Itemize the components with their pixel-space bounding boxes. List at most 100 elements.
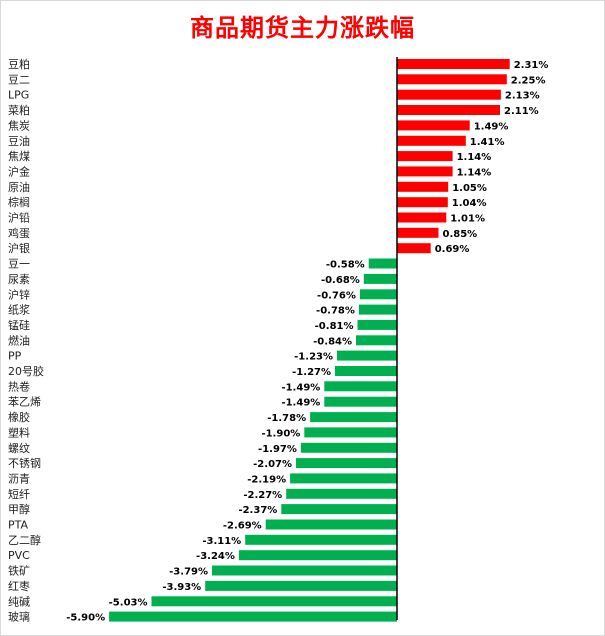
value-label: -0.76% <box>317 290 356 301</box>
bar <box>397 243 431 254</box>
bar <box>212 565 397 576</box>
value-label: 1.14% <box>457 167 492 178</box>
category-label: PTA <box>8 519 28 532</box>
category-label: 沪银 <box>8 241 30 255</box>
category-label: 豆一 <box>8 258 30 271</box>
category-label: 燃油 <box>8 333 30 347</box>
value-label: -1.97% <box>258 444 297 455</box>
category-label: 热卷 <box>8 379 30 393</box>
category-label: 焦煤 <box>8 150 30 163</box>
category-label: 不锈钢 <box>8 457 41 470</box>
category-label: 焦炭 <box>8 119 30 132</box>
bar <box>356 335 397 346</box>
bar <box>397 151 453 162</box>
category-label: PP <box>8 350 22 363</box>
category-label: 橡胶 <box>8 410 30 424</box>
bar <box>286 488 397 499</box>
bar <box>337 350 397 361</box>
value-label: -3.93% <box>162 582 201 593</box>
bar <box>368 258 397 269</box>
category-label: 沪铅 <box>8 211 30 225</box>
bar <box>358 304 397 315</box>
bar <box>290 473 397 484</box>
category-label: 豆二 <box>8 73 30 86</box>
bar <box>359 289 397 300</box>
value-label: -5.03% <box>109 597 148 608</box>
category-label: 红枣 <box>8 580 30 593</box>
value-label: -1.49% <box>281 398 320 409</box>
value-label: -5.90% <box>66 613 105 624</box>
category-label: 玻璃 <box>8 610 30 624</box>
value-label: -2.07% <box>253 459 292 470</box>
bar <box>151 596 397 607</box>
bar <box>324 381 397 392</box>
category-label: 菜粕 <box>8 103 30 117</box>
bar <box>205 580 397 591</box>
category-label: 乙二醇 <box>8 533 41 547</box>
bar <box>300 442 397 453</box>
category-label: 苯乙烯 <box>8 395 41 409</box>
value-label: -2.19% <box>247 474 286 485</box>
value-label: 1.41% <box>470 137 505 148</box>
value-label: -0.78% <box>316 306 355 317</box>
value-label: 0.69% <box>435 244 470 255</box>
bar <box>296 458 397 469</box>
category-label: 鸡蛋 <box>8 226 30 240</box>
category-label: 原油 <box>8 180 30 194</box>
value-label: -0.58% <box>326 260 365 271</box>
category-label: 沥青 <box>8 472 30 485</box>
value-label: -3.79% <box>169 567 208 578</box>
bar <box>357 319 397 330</box>
bar <box>109 611 397 622</box>
bar <box>397 181 449 192</box>
bar <box>397 74 507 85</box>
bar <box>265 519 397 530</box>
bar <box>397 89 501 100</box>
bar <box>363 273 397 284</box>
category-label: 20号胶 <box>8 364 44 378</box>
bar <box>281 504 397 515</box>
bar <box>397 105 500 115</box>
value-label: 1.14% <box>457 152 492 163</box>
category-label: 甲醇 <box>8 502 30 516</box>
value-label: 1.05% <box>452 183 487 194</box>
value-label: -2.69% <box>223 521 262 532</box>
value-label: -0.68% <box>321 275 360 286</box>
value-label: 2.11% <box>504 106 539 117</box>
category-label: 螺纹 <box>8 441 30 455</box>
value-label: -3.11% <box>202 536 241 547</box>
value-label: 1.49% <box>474 121 509 132</box>
bar <box>310 412 397 423</box>
category-label: 纯碱 <box>8 595 30 608</box>
category-label: 豆油 <box>8 134 30 148</box>
value-label: 1.04% <box>452 198 487 209</box>
category-label: PVC <box>8 549 30 562</box>
value-label: -1.78% <box>267 413 306 424</box>
category-label: 尿素 <box>8 273 30 286</box>
category-label: 锰硅 <box>8 318 30 332</box>
category-label: 纸浆 <box>8 303 30 317</box>
value-label: -1.23% <box>294 352 333 363</box>
bar <box>245 534 397 545</box>
bar <box>397 166 453 177</box>
value-label: -2.37% <box>238 505 277 516</box>
value-label: -1.27% <box>292 367 331 378</box>
value-label: 1.01% <box>450 214 485 225</box>
category-label: 豆粕 <box>8 57 30 71</box>
value-label: 2.31% <box>514 60 549 71</box>
category-label: 棕榈 <box>8 195 30 209</box>
bar <box>397 59 510 69</box>
bar <box>397 197 448 208</box>
value-label: -3.24% <box>196 551 235 562</box>
bar <box>397 120 470 131</box>
chart-title: 商品期货主力涨跌幅 <box>190 13 415 42</box>
category-label: 沪锌 <box>8 287 30 301</box>
category-label: 短纤 <box>8 487 30 501</box>
bar <box>397 212 447 223</box>
value-label: 2.13% <box>505 91 540 102</box>
value-label: 2.25% <box>511 75 546 86</box>
bar <box>324 396 397 407</box>
value-label: -0.84% <box>313 336 352 347</box>
value-label: -1.90% <box>261 428 300 439</box>
